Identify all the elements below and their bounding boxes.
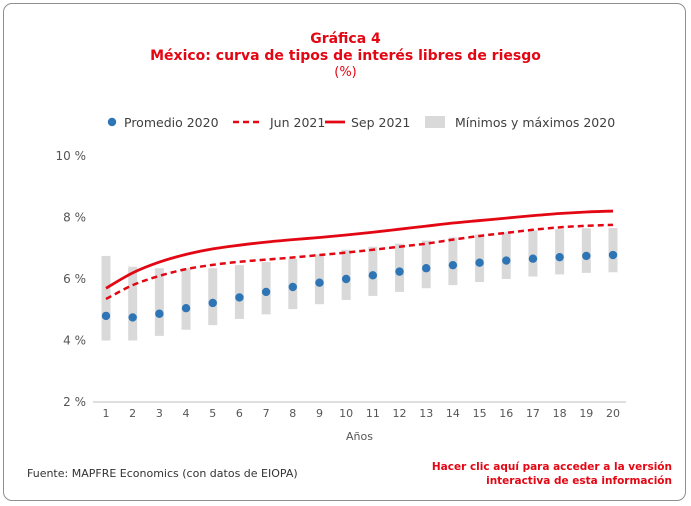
- x-tick-label: 14: [446, 407, 460, 420]
- data-point-promedio-2020: [235, 293, 244, 302]
- x-tick-label: 10: [339, 407, 353, 420]
- data-point-promedio-2020: [608, 250, 618, 260]
- x-tick-label: 7: [263, 407, 270, 420]
- data-point-promedio-2020: [368, 271, 378, 280]
- data-point-promedio-2020: [582, 251, 591, 261]
- x-tick-label: 5: [209, 407, 216, 420]
- legend-label: Promedio 2020: [124, 115, 219, 130]
- x-tick-label: 18: [553, 407, 567, 420]
- x-tick-label: 1: [103, 407, 110, 420]
- range-bar: [528, 230, 538, 277]
- range-bar: [128, 266, 138, 341]
- y-tick-label: 4 %: [63, 334, 86, 348]
- data-point-promedio-2020: [502, 256, 511, 265]
- range-bar: [581, 228, 591, 273]
- range-bar: [234, 265, 244, 319]
- legend-label: Sep 2021: [351, 115, 410, 130]
- data-point-promedio-2020: [101, 311, 111, 321]
- data-point-promedio-2020: [555, 252, 564, 262]
- range-bar: [154, 268, 164, 336]
- link-line-1[interactable]: Hacer clic aquí para acceder a la versió…: [431, 461, 672, 473]
- range-bar: [501, 232, 511, 279]
- x-tick-label: 2: [129, 407, 136, 420]
- x-tick-label: 15: [473, 407, 487, 420]
- data-point-promedio-2020: [128, 313, 137, 322]
- x-tick-label: 12: [393, 407, 407, 420]
- x-axis-title: Años: [346, 430, 373, 443]
- chart-frame: [3, 3, 686, 501]
- x-tick-label: 3: [156, 407, 163, 420]
- x-tick-label: 4: [183, 407, 190, 420]
- data-point-promedio-2020: [422, 264, 431, 273]
- link-line-2[interactable]: interactiva de esta información: [486, 475, 672, 487]
- data-point-promedio-2020: [315, 278, 324, 287]
- legend-marker-dots: [107, 117, 117, 127]
- y-tick-label: 6 %: [63, 272, 86, 286]
- data-point-promedio-2020: [208, 298, 217, 308]
- data-point-promedio-2020: [155, 309, 164, 318]
- data-point-promedio-2020: [288, 282, 297, 292]
- range-bar: [475, 234, 485, 283]
- chart-units: (%): [334, 65, 357, 80]
- series-line-sep-2021: [105, 209, 614, 290]
- series-line-jun-2021: [105, 223, 614, 301]
- x-tick-label: 11: [366, 407, 380, 420]
- data-point-promedio-2020: [261, 287, 271, 297]
- x-tick-label: 16: [499, 407, 513, 420]
- data-point-promedio-2020: [448, 260, 458, 270]
- data-point-promedio-2020: [181, 304, 191, 313]
- chart-title: México: curva de tipos de interés libres…: [150, 48, 541, 64]
- x-tick-label: 9: [316, 407, 323, 420]
- x-tick-label: 6: [236, 407, 243, 420]
- range-bar: [208, 268, 218, 326]
- range-bar: [555, 229, 565, 275]
- x-tick-label: 17: [526, 407, 540, 420]
- x-tick-label: 13: [419, 407, 433, 420]
- range-bar: [181, 268, 191, 330]
- data-point-promedio-2020: [395, 267, 404, 276]
- x-tick-label: 19: [579, 407, 593, 420]
- data-point-promedio-2020: [341, 274, 351, 284]
- data-point-promedio-2020: [475, 258, 484, 267]
- x-tick-label: 20: [606, 407, 620, 420]
- y-tick-label: 10 %: [56, 149, 87, 163]
- legend-label: Mínimos y máximos 2020: [455, 115, 615, 130]
- interactive-version-link[interactable]: Hacer clic aquí para acceder a la versió…: [412, 460, 672, 488]
- source-note: Fuente: MAPFRE Economics (con datos de E…: [27, 467, 298, 480]
- y-tick-label: 8 %: [63, 211, 86, 225]
- legend-label: Jun 2021: [269, 115, 325, 130]
- y-tick-label: 2 %: [63, 395, 86, 409]
- range-bar: [608, 227, 618, 273]
- chart-number: Gráfica 4: [310, 31, 381, 47]
- legend-marker-range: [425, 116, 445, 128]
- x-tick-label: 8: [289, 407, 296, 420]
- data-point-promedio-2020: [528, 254, 538, 263]
- chart-title-block: Gráfica 4 México: curva de tipos de inte…: [0, 31, 691, 81]
